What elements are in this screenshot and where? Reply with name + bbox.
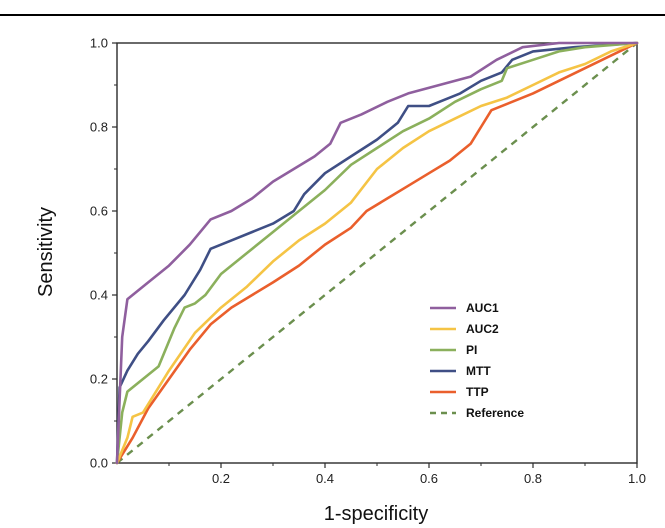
series-line-ttp [115, 41, 639, 465]
x-tick-label: 0.2 [212, 471, 230, 486]
legend-label-mtt: MTT [466, 364, 491, 378]
x-tick-label: 0.8 [524, 471, 542, 486]
legend-label-reference: Reference [466, 406, 524, 420]
legend-label-auc2: AUC2 [466, 322, 499, 336]
legend-label-auc1: AUC1 [466, 301, 499, 315]
y-tick-label: 0.2 [90, 372, 108, 387]
y-tick-label: 1.0 [90, 36, 108, 51]
y-tick-label: 0.6 [90, 204, 108, 219]
x-tick-label: 1.0 [628, 471, 646, 486]
y-tick-label: 0.8 [90, 120, 108, 135]
legend-label-pi: PI [466, 343, 477, 357]
y-tick-label: 0.0 [90, 456, 108, 471]
x-axis-title: 1-specificity [324, 503, 428, 525]
x-tick-label: 0.6 [420, 471, 438, 486]
legend: AUC1 AUC2 PI MTT TTP Reference [430, 301, 524, 420]
axes: 0.2 0.4 0.6 0.8 1.0 0.0 0.2 0.4 0.6 0.8 1.0 [90, 36, 646, 487]
series-line-auc1 [115, 41, 639, 465]
series-line-mtt [115, 41, 639, 465]
top-rule [0, 14, 665, 16]
legend-label-ttp: TTP [466, 385, 489, 399]
series-line-auc2 [115, 41, 639, 465]
series-layer [115, 41, 639, 465]
y-tick-label: 0.4 [90, 288, 108, 303]
series-line-pi [115, 41, 639, 465]
y-axis-title: Sensitivity [35, 207, 57, 297]
x-tick-label: 0.4 [316, 471, 334, 486]
